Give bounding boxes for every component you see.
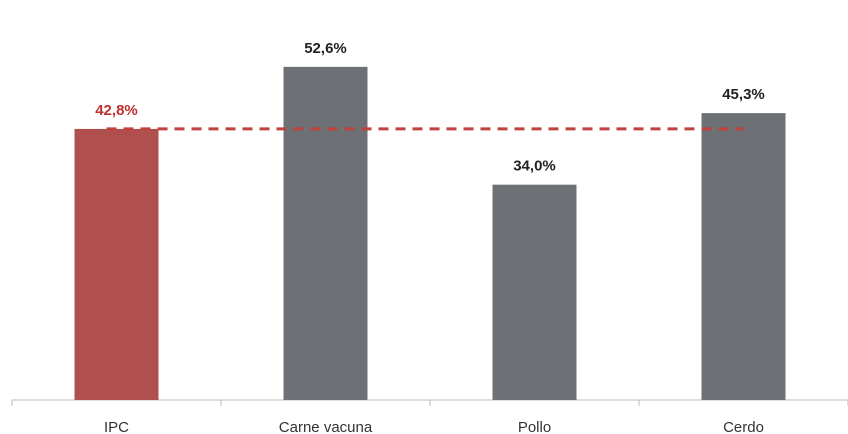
value-label-carne-vacuna: 52,6%: [304, 40, 347, 57]
bar-ipc: [74, 128, 159, 400]
bar-carne-vacuna: [283, 66, 368, 400]
value-labels-group: 42,8% 52,6% 34,0% 45,3%: [95, 40, 765, 175]
bar-pollo: [492, 184, 577, 400]
tick-labels-group: IPC Carne vacuna Pollo Cerdo: [104, 419, 764, 434]
value-label-pollo: 34,0%: [513, 158, 556, 175]
value-label-cerdo: 45,3%: [722, 86, 765, 103]
tick-label-ipc: IPC: [104, 419, 129, 434]
bars-group: [74, 66, 786, 400]
value-label-ipc: 42,8%: [95, 102, 138, 119]
tick-label-cerdo: Cerdo: [723, 419, 764, 434]
tick-label-carne-vacuna: Carne vacuna: [279, 419, 373, 434]
tick-label-pollo: Pollo: [518, 419, 551, 434]
x-axis-ticks: [11, 400, 848, 406]
bar-cerdo: [701, 113, 786, 400]
